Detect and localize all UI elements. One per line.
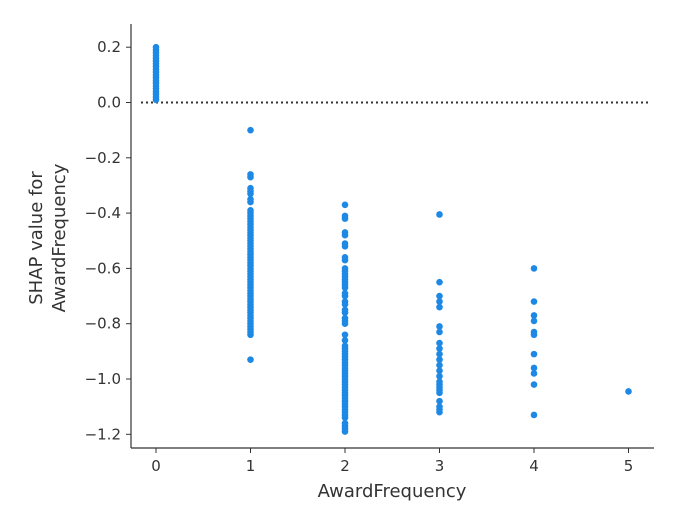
scatter-point: [436, 389, 443, 397]
x-tick-label: 4: [529, 457, 539, 475]
scatter-point: [436, 361, 443, 369]
x-tick-label: 2: [340, 457, 350, 475]
y-axis-label-line-2: AwardFrequency: [49, 163, 70, 312]
y-axis-label-group: SHAP value for AwardFrequency: [26, 163, 70, 312]
scatter-point: [530, 381, 538, 388]
y-tick-label: −1.2: [85, 425, 121, 443]
scatter-point: [436, 350, 443, 358]
x-axis-label: AwardFrequency: [318, 481, 467, 502]
x-tick-label: 5: [624, 457, 634, 475]
scatter-point: [341, 414, 349, 422]
scatter-point: [530, 298, 538, 305]
scatter-point: [530, 265, 538, 272]
scatter-point: [530, 350, 538, 358]
scatter-point: [530, 312, 538, 319]
x-tick-label: 3: [435, 457, 445, 475]
scatter-point: [341, 242, 349, 250]
scatter-point: [436, 292, 443, 300]
scatter-point: [530, 331, 538, 339]
scatter-point: [436, 278, 443, 286]
scatter-point: [341, 231, 349, 239]
scatter-point: [341, 320, 349, 328]
scatter-point: [341, 284, 349, 292]
scatter-point: [436, 345, 443, 352]
scatter-point: [341, 331, 349, 339]
x-tick-label: 1: [246, 457, 256, 475]
scatter-point: [341, 256, 349, 264]
y-ticks-group: 0.2 0.0 −0.2 −0.4 −0.6 −0.8 −1.0 −1.2: [85, 38, 131, 443]
scatter-point: [341, 336, 349, 344]
scatter-point: [436, 408, 443, 416]
scatter-point: [436, 211, 443, 218]
scatter-point: [341, 428, 349, 435]
y-axis-label-line-1: SHAP value for: [26, 171, 47, 305]
y-tick-label: −1.0: [85, 370, 121, 388]
scatter-point: [436, 339, 443, 347]
scatter-point: [436, 323, 443, 330]
points-group: [152, 43, 632, 435]
scatter-point: [247, 126, 254, 134]
scatter-point: [436, 356, 443, 363]
y-tick-label: −0.2: [85, 149, 121, 167]
y-tick-label: −0.6: [85, 259, 121, 277]
scatter-point: [247, 173, 254, 181]
scatter-point: [247, 331, 254, 339]
axes-group: [130, 24, 654, 449]
scatter-point: [341, 301, 349, 308]
scatter-point: [530, 411, 538, 419]
scatter-point: [436, 328, 443, 336]
scatter-point: [625, 388, 632, 395]
scatter-point: [530, 317, 538, 325]
scatter-point: [247, 198, 254, 206]
scatter-point: [436, 367, 443, 375]
scatter-point: [247, 190, 254, 198]
scatter-point: [341, 309, 349, 316]
scatter-point: [530, 364, 538, 372]
y-tick-label: 0.2: [97, 38, 121, 56]
scatter-point: [341, 215, 349, 222]
y-tick-label: −0.4: [85, 204, 121, 222]
x-ticks-group: 0 1 2 3 4 5: [151, 448, 633, 475]
scatter-point: [247, 356, 254, 363]
scatter-point: [152, 43, 160, 51]
scatter-point: [341, 292, 349, 300]
scatter-point: [436, 397, 443, 405]
scatter-point: [436, 372, 443, 380]
y-tick-label: −0.8: [85, 315, 121, 333]
y-tick-label: 0.0: [97, 94, 121, 112]
scatter-point: [341, 201, 349, 209]
scatter-point: [436, 303, 443, 311]
scatter-point: [530, 370, 538, 377]
x-tick-label: 0: [151, 457, 161, 475]
scatter-point: [436, 298, 443, 305]
